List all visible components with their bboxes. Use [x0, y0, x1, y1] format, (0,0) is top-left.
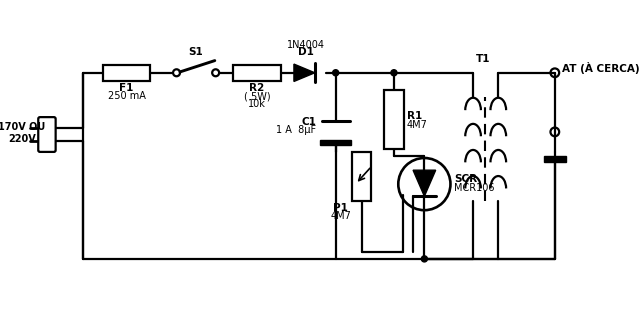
Polygon shape: [413, 170, 436, 196]
Text: S1: S1: [189, 47, 204, 57]
Text: 4M7: 4M7: [330, 211, 351, 221]
Bar: [385, 90, 403, 149]
Text: SCR: SCR: [454, 174, 477, 184]
Bar: [543, 156, 566, 162]
Text: AT (À CERCA): AT (À CERCA): [562, 63, 639, 75]
Text: C1: C1: [301, 117, 317, 127]
Text: 4M7: 4M7: [407, 120, 428, 130]
Bar: [352, 152, 371, 202]
Text: 1N4004: 1N4004: [287, 40, 325, 50]
Text: P1: P1: [333, 203, 348, 213]
Text: 250 mA: 250 mA: [108, 91, 145, 101]
Text: ( 5W): ( 5W): [244, 91, 270, 101]
Text: 1 A  8μF: 1 A 8μF: [276, 125, 317, 135]
Text: T1: T1: [476, 54, 491, 64]
Text: 10k: 10k: [248, 99, 266, 109]
Bar: [233, 65, 281, 81]
Bar: [102, 65, 150, 81]
FancyBboxPatch shape: [38, 117, 56, 152]
Circle shape: [333, 70, 339, 76]
Polygon shape: [294, 64, 315, 82]
Text: D1: D1: [298, 47, 314, 57]
Text: R2: R2: [250, 83, 264, 93]
Text: MCR106: MCR106: [454, 183, 495, 193]
Circle shape: [391, 70, 397, 76]
Text: 170V OU
220V: 170V OU 220V: [0, 122, 45, 144]
Bar: [320, 140, 351, 145]
Text: F1: F1: [119, 83, 134, 93]
Text: R1: R1: [407, 111, 422, 121]
Circle shape: [421, 256, 428, 262]
